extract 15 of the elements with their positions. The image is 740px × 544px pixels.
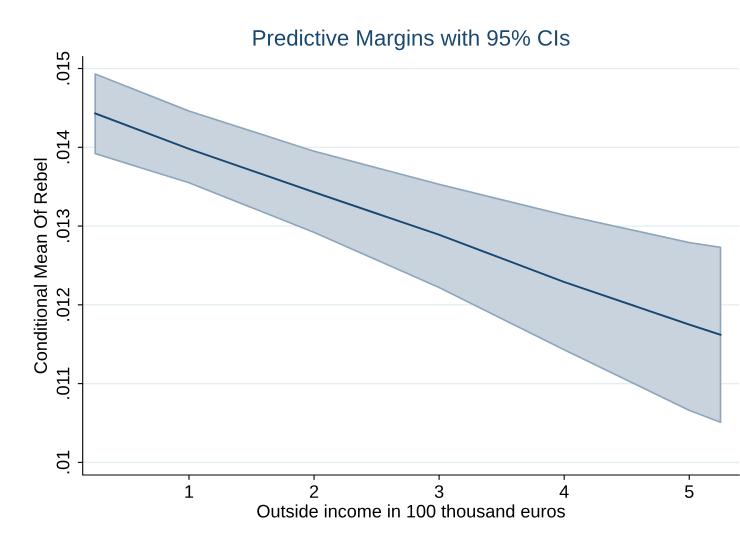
- y-tick-label: .015: [56, 52, 70, 84]
- x-tick-label: 1: [185, 485, 194, 498]
- line-series: [94, 112, 722, 336]
- y-tick-label: .01: [56, 450, 70, 474]
- y-tick-label: .014: [56, 130, 70, 164]
- chart-title: Predictive Margins with 95% CIs: [253, 29, 570, 50]
- y-tick-label: .011: [56, 368, 70, 399]
- x-axis-title: Outside income in 100 thousand euros: [257, 504, 565, 518]
- x-tick-label: 2: [310, 485, 318, 498]
- y-tick-label: .012: [56, 288, 70, 321]
- y-tick-label: .013: [56, 209, 70, 242]
- x-tick-label: 3: [434, 485, 444, 498]
- y-axis-title: Conditional Mean Of Rebel: [34, 158, 48, 374]
- x-tick-label: 4: [560, 485, 569, 498]
- x-tick-label: 5: [684, 485, 694, 498]
